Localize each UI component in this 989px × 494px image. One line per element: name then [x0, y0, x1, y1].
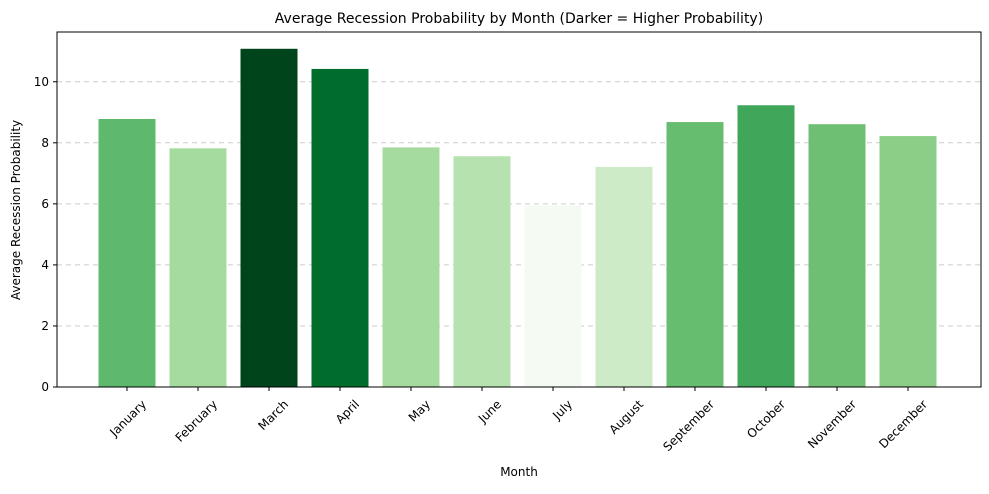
x-axis: January February March April May June July Augu…	[106, 387, 930, 454]
bars-group	[98, 48, 937, 387]
y-tick-label: 4	[41, 258, 49, 272]
y-tick-label: 2	[41, 319, 49, 333]
x-tick-label: January	[106, 397, 149, 440]
y-tick-label: 8	[41, 136, 49, 150]
bar-june	[453, 156, 511, 387]
bar-september	[666, 122, 724, 387]
x-tick-label: February	[173, 397, 221, 445]
bar-february	[169, 148, 227, 387]
x-tick-label: April	[333, 397, 362, 426]
x-tick-label: July	[549, 397, 575, 423]
x-tick-label: November	[805, 397, 859, 451]
x-tick-label: December	[876, 397, 930, 451]
x-tick-label: August	[607, 397, 647, 437]
x-tick-label: March	[255, 397, 291, 433]
bar-october	[737, 105, 795, 387]
bar-january	[98, 118, 156, 387]
x-tick-label: September	[660, 397, 717, 454]
x-tick-label: June	[475, 397, 504, 426]
x-tick-label: May	[406, 397, 433, 424]
bar-november	[808, 124, 866, 387]
x-axis-label: Month	[500, 465, 538, 479]
bar-may	[382, 147, 440, 387]
bar-march	[240, 48, 298, 387]
bar-april	[311, 68, 369, 387]
y-tick-label: 6	[41, 197, 49, 211]
plot-frame	[56, 31, 982, 388]
chart-title: Average Recession Probability by Month (…	[275, 11, 763, 27]
y-axis: 0 2 4 6 8 10	[34, 75, 57, 394]
x-tick-label: October	[744, 397, 788, 441]
y-tick-label: 0	[41, 380, 49, 394]
y-tick-label: 10	[34, 75, 49, 89]
bar-december	[879, 136, 937, 387]
y-axis-label: Average Recession Probability	[9, 120, 23, 300]
bar-august	[595, 166, 653, 387]
bar-july	[524, 205, 582, 387]
